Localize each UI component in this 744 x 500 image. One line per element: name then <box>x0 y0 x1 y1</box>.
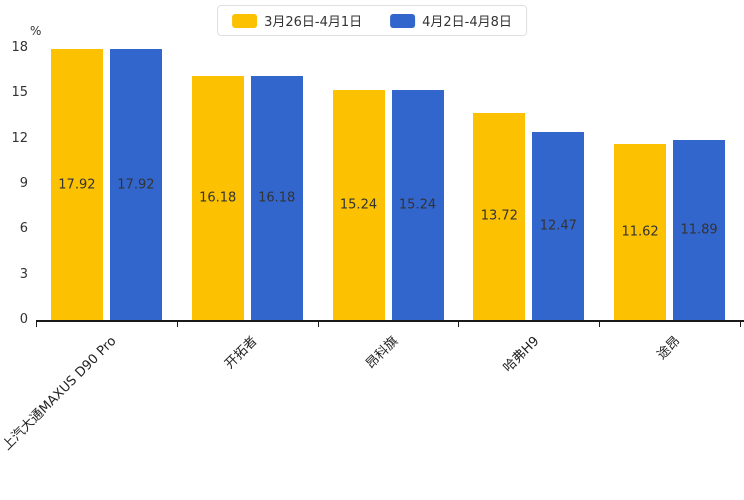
bar-value-label: 13.72 <box>480 208 518 224</box>
bar-value-label: 15.24 <box>398 197 437 213</box>
x-axis-tick <box>176 322 178 327</box>
legend-item-label: 4月2日-4月8日 <box>422 15 512 30</box>
bar-series1-1: 16.18 <box>250 75 303 320</box>
bar-value-label: 11.89 <box>680 222 718 238</box>
legend-swatch-icon <box>232 13 258 28</box>
bar-series0-0: 17.92 <box>50 49 103 320</box>
legend-swatch-icon <box>390 13 416 28</box>
x-axis-label-3: 哈弗H9 <box>500 333 543 376</box>
x-axis-line <box>36 320 744 322</box>
legend-item-0[interactable]: 3月26日-4月1日 <box>232 11 362 30</box>
chart-legend: 3月26日-4月1日 4月2日-4月8日 <box>217 5 527 36</box>
x-axis-tick <box>317 322 319 327</box>
x-axis-tick <box>740 322 741 327</box>
y-axis-tick-label: 6 <box>19 221 28 237</box>
plot-area: 17.92 16.18 15.24 13.72 11.62 17.92 16.18 15.24… <box>36 48 740 320</box>
y-axis-unit-label: % <box>30 24 42 38</box>
x-axis-label-2: 昂科旗 <box>363 333 402 373</box>
bar-series0-1: 16.18 <box>191 75 244 320</box>
bar-value-label: 17.92 <box>117 177 155 193</box>
bar-series0-3: 13.72 <box>473 112 526 320</box>
y-axis-tick-label: 15 <box>11 85 28 101</box>
x-axis-tick <box>36 322 37 327</box>
bar-value-label: 16.18 <box>199 190 237 206</box>
bar-value-label: 11.62 <box>621 224 659 240</box>
x-axis-tick <box>599 322 601 327</box>
bar-value-label: 17.92 <box>58 177 96 193</box>
bar-series0-4: 11.62 <box>614 144 667 320</box>
bar-value-label: 12.47 <box>539 218 577 234</box>
y-axis-tick-label: 9 <box>19 176 28 191</box>
bar-series1-4: 11.89 <box>673 140 726 320</box>
x-axis-label-1: 开拓者 <box>222 333 261 373</box>
bar-value-label: 15.24 <box>339 197 378 213</box>
y-axis-tick-label: 3 <box>19 266 28 282</box>
legend-item-1[interactable]: 4月2日-4月8日 <box>390 11 512 30</box>
y-axis-tick-label: 18 <box>11 40 28 55</box>
bar-series0-2: 15.24 <box>332 89 385 320</box>
legend-item-label: 3月26日-4月1日 <box>264 15 363 30</box>
x-axis-tick <box>458 322 460 327</box>
bar-series1-0: 17.92 <box>109 49 162 320</box>
x-axis-label-4: 途昂 <box>654 333 684 363</box>
bar-value-label: 16.18 <box>258 190 296 206</box>
bar-series1-3: 12.47 <box>532 131 585 320</box>
y-axis-tick-label: 12 <box>11 130 28 146</box>
bar-series1-2: 15.24 <box>391 89 444 320</box>
y-axis-tick-label: 0 <box>19 312 28 327</box>
